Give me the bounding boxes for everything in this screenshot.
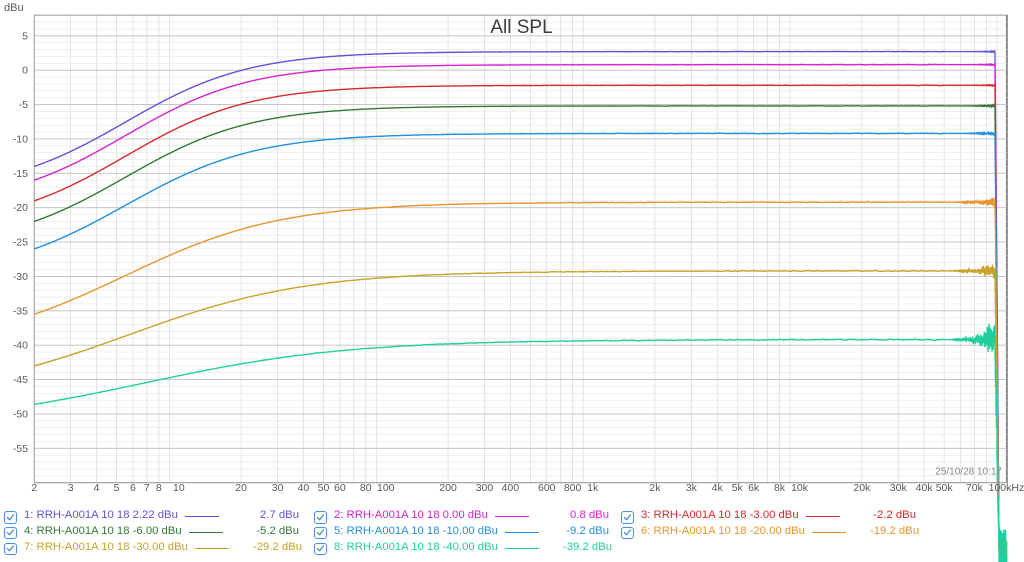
svg-text:30k: 30k — [890, 482, 908, 494]
svg-text:200: 200 — [439, 482, 457, 494]
svg-text:5: 5 — [114, 482, 120, 494]
svg-text:50: 50 — [318, 482, 330, 494]
svg-text:25/10/28 10:17: 25/10/28 10:17 — [935, 467, 1002, 478]
svg-text:50k: 50k — [936, 482, 954, 494]
svg-text:4: 4 — [94, 482, 100, 494]
svg-text:-25: -25 — [13, 237, 28, 249]
svg-text:6: 6 — [130, 482, 136, 494]
svg-text:60: 60 — [334, 482, 346, 494]
svg-text:All SPL: All SPL — [490, 17, 552, 38]
svg-text:1k: 1k — [587, 482, 599, 494]
svg-text:8k: 8k — [774, 482, 786, 494]
svg-text:3k: 3k — [686, 482, 698, 494]
svg-text:-30: -30 — [13, 271, 28, 283]
svg-text:100: 100 — [377, 482, 395, 494]
svg-text:0: 0 — [22, 65, 28, 77]
svg-text:20k: 20k — [853, 482, 871, 494]
svg-text:600: 600 — [538, 482, 556, 494]
svg-text:30: 30 — [272, 482, 284, 494]
svg-text:10: 10 — [173, 482, 185, 494]
svg-text:4k: 4k — [712, 482, 724, 494]
svg-text:-20: -20 — [13, 202, 28, 214]
svg-text:40k: 40k — [916, 482, 934, 494]
svg-text:-10: -10 — [13, 133, 28, 145]
svg-text:70k: 70k — [966, 482, 984, 494]
svg-text:2: 2 — [31, 482, 37, 494]
svg-text:8: 8 — [156, 482, 162, 494]
svg-text:7: 7 — [144, 482, 150, 494]
svg-text:40: 40 — [298, 482, 310, 494]
svg-text:10k: 10k — [791, 482, 809, 494]
svg-text:3: 3 — [68, 482, 74, 494]
svg-text:-40: -40 — [13, 340, 28, 352]
svg-text:80: 80 — [360, 482, 372, 494]
svg-text:5: 5 — [22, 30, 28, 42]
svg-text:2k: 2k — [649, 482, 661, 494]
svg-text:100kHz: 100kHz — [989, 482, 1024, 494]
svg-text:-15: -15 — [13, 168, 28, 180]
svg-text:dBu: dBu — [4, 2, 24, 14]
svg-text:-45: -45 — [13, 374, 28, 386]
svg-text:5k: 5k — [732, 482, 744, 494]
svg-text:400: 400 — [502, 482, 520, 494]
svg-text:6k: 6k — [748, 482, 760, 494]
svg-text:-5: -5 — [19, 99, 28, 111]
svg-text:-35: -35 — [13, 305, 28, 317]
svg-text:300: 300 — [476, 482, 494, 494]
svg-text:800: 800 — [564, 482, 582, 494]
svg-text:20: 20 — [235, 482, 247, 494]
svg-text:-50: -50 — [13, 408, 28, 420]
svg-text:-55: -55 — [13, 443, 28, 455]
